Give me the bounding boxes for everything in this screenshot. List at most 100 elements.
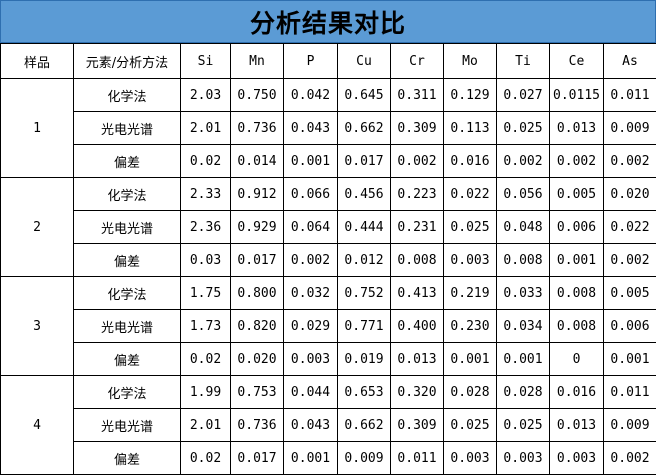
value-cell: 0.001	[496, 342, 550, 376]
value-cell: 0.025	[443, 210, 497, 244]
value-cell: 0.002	[496, 144, 550, 178]
value-cell: 0.003	[283, 342, 338, 376]
value-cell: 1.75	[180, 276, 231, 310]
value-cell: 0.008	[496, 243, 550, 277]
sample-id: 2	[0, 177, 74, 277]
value-cell: 0.753	[230, 375, 284, 409]
value-cell: 0.309	[390, 408, 444, 442]
method-cell: 光电光谱	[73, 309, 181, 343]
value-cell: 0.043	[283, 408, 338, 442]
column-header: 元素/分析方法	[73, 43, 181, 79]
value-cell: 0.002	[549, 144, 604, 178]
value-cell: 0.230	[443, 309, 497, 343]
value-cell: 0.001	[283, 441, 338, 475]
method-cell: 光电光谱	[73, 408, 181, 442]
table-row: 光电光谱 2.01 0.736 0.043 0.662 0.309 0.025 0.025 0.…	[1, 408, 656, 442]
value-cell: 0.008	[549, 276, 604, 310]
value-cell: 2.33	[180, 177, 231, 211]
table-row: 2 化学法 2.33 0.912 0.066 0.456 0.223 0.022 0.056 0.…	[0, 177, 656, 277]
value-cell: 0.219	[443, 276, 497, 310]
value-cell: 0.012	[337, 243, 391, 277]
method-cell: 偏差	[73, 441, 181, 475]
value-cell: 0.003	[443, 441, 497, 475]
value-cell: 1.73	[180, 309, 231, 343]
value-cell: 0.002	[390, 144, 444, 178]
value-cell: 0.653	[337, 375, 391, 409]
value-cell: 0.02	[180, 342, 231, 376]
method-cell: 化学法	[73, 276, 181, 310]
value-cell: 0.662	[337, 408, 391, 442]
value-cell: 0.013	[390, 342, 444, 376]
value-cell: 0.311	[390, 78, 444, 112]
value-cell: 0.020	[603, 177, 656, 211]
value-cell: 0.032	[283, 276, 338, 310]
value-cell: 2.01	[180, 111, 231, 145]
value-cell: 0.056	[496, 177, 550, 211]
value-cell: 0.025	[496, 408, 550, 442]
table-row: 3 化学法 1.75 0.800 0.032 0.752 0.413 0.219 0.033 0.…	[0, 276, 656, 376]
value-cell: 0.736	[230, 111, 284, 145]
value-cell: 0.011	[603, 375, 656, 409]
value-cell: 0.013	[549, 111, 604, 145]
method-cell: 偏差	[73, 243, 181, 277]
value-cell: 2.36	[180, 210, 231, 244]
table-title: 分析结果对比	[0, 0, 656, 43]
value-cell: 0.231	[390, 210, 444, 244]
value-cell: 0.912	[230, 177, 284, 211]
column-header: Ce	[549, 43, 604, 79]
value-cell: 0.029	[283, 309, 338, 343]
value-cell: 0.066	[283, 177, 338, 211]
value-cell: 0.014	[230, 144, 284, 178]
value-cell: 0.011	[603, 78, 656, 112]
value-cell: 0.022	[603, 210, 656, 244]
value-cell: 0.444	[337, 210, 391, 244]
value-cell: 0.400	[390, 309, 444, 343]
value-cell: 0.003	[443, 243, 497, 277]
table-row: 偏差 0.02 0.014 0.001 0.017 0.002 0.016 0.002 0.00…	[1, 144, 656, 178]
value-cell: 0.005	[549, 177, 604, 211]
value-cell: 0.113	[443, 111, 497, 145]
value-cell: 0.028	[443, 375, 497, 409]
value-cell: 0.034	[496, 309, 550, 343]
value-cell: 0.025	[496, 111, 550, 145]
value-cell: 0.929	[230, 210, 284, 244]
value-cell: 0.002	[283, 243, 338, 277]
column-header: Cr	[390, 43, 444, 79]
value-cell: 0	[549, 342, 604, 376]
column-header: Mo	[443, 43, 497, 79]
value-cell: 0.001	[549, 243, 604, 277]
table-row: 1 化学法 2.03 0.750 0.042 0.645 0.311 0.129 0.027 0.…	[0, 78, 656, 178]
value-cell: 0.025	[443, 408, 497, 442]
value-cell: 0.002	[603, 144, 656, 178]
value-cell: 0.028	[496, 375, 550, 409]
value-cell: 0.016	[549, 375, 604, 409]
value-cell: 0.413	[390, 276, 444, 310]
value-cell: 0.771	[337, 309, 391, 343]
value-cell: 0.006	[603, 309, 656, 343]
value-cell: 0.223	[390, 177, 444, 211]
column-header: 样品	[0, 43, 74, 79]
value-cell: 0.048	[496, 210, 550, 244]
column-header: P	[283, 43, 338, 79]
table-row: 偏差 0.02 0.017 0.001 0.009 0.011 0.003 0.003 0.00…	[1, 441, 656, 475]
column-header: Si	[180, 43, 231, 79]
value-cell: 0.027	[496, 78, 550, 112]
value-cell: 0.309	[390, 111, 444, 145]
table-row: 光电光谱 2.36 0.929 0.064 0.444 0.231 0.025 0.048 0.…	[1, 210, 656, 244]
method-cell: 化学法	[73, 177, 181, 211]
sample-id: 3	[0, 276, 74, 376]
value-cell: 0.008	[390, 243, 444, 277]
value-cell: 0.736	[230, 408, 284, 442]
value-cell: 0.003	[496, 441, 550, 475]
value-cell: 0.02	[180, 144, 231, 178]
value-cell: 0.02	[180, 441, 231, 475]
value-cell: 0.019	[337, 342, 391, 376]
method-cell: 光电光谱	[73, 111, 181, 145]
table-row: 偏差 0.03 0.017 0.002 0.012 0.008 0.003 0.008 0.00…	[1, 243, 656, 277]
value-cell: 0.042	[283, 78, 338, 112]
value-cell: 0.662	[337, 111, 391, 145]
value-cell: 0.820	[230, 309, 284, 343]
value-cell: 0.006	[549, 210, 604, 244]
value-cell: 0.017	[230, 441, 284, 475]
header-row: 样品 元素/分析方法 Si Mn P Cu Cr Mo Ti Ce As	[0, 43, 656, 79]
